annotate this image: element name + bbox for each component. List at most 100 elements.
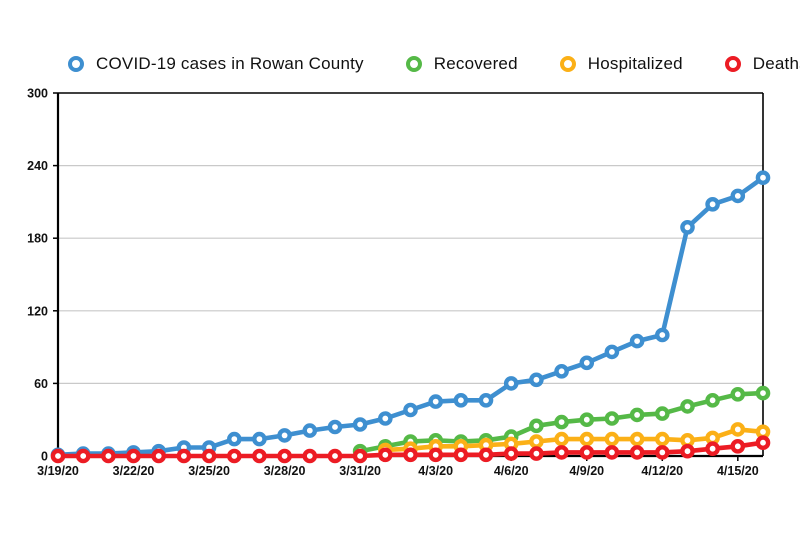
legend-item-hospitalized: Hospitalized <box>559 54 683 74</box>
legend-label: COVID-19 cases in Rowan County <box>96 54 364 73</box>
legend-marker-icon <box>724 56 741 72</box>
data-point <box>554 445 569 460</box>
y-tick-label: 0 <box>41 450 48 464</box>
data-point <box>101 448 116 464</box>
data-point <box>529 434 544 449</box>
data-point <box>226 431 242 447</box>
data-point <box>680 432 695 448</box>
data-point <box>453 447 469 463</box>
data-point <box>655 445 670 460</box>
data-point <box>680 219 695 235</box>
data-point <box>579 412 595 428</box>
x-tick-label: 4/12/20 <box>641 464 683 478</box>
y-tick-label: 240 <box>27 159 48 173</box>
x-tick-label: 4/6/20 <box>494 464 529 478</box>
data-point <box>201 448 217 464</box>
legend-item-deaths: Deaths <box>724 54 800 74</box>
data-point <box>352 417 368 432</box>
data-point <box>226 448 242 464</box>
data-point <box>277 428 292 443</box>
data-point <box>680 399 695 414</box>
data-point <box>554 414 569 430</box>
x-tick-label: 3/25/20 <box>188 464 230 478</box>
data-point <box>755 170 771 185</box>
data-point <box>579 445 595 460</box>
chart-legend: COVID-19 cases in Rowan County Recovered H… <box>68 54 800 74</box>
data-point <box>755 385 771 401</box>
data-point <box>151 448 166 464</box>
data-point <box>730 386 746 402</box>
data-point <box>629 333 645 349</box>
series-line <box>383 427 766 453</box>
data-point <box>176 448 192 464</box>
data-point <box>655 406 670 421</box>
data-point <box>730 188 746 204</box>
data-point <box>579 431 595 447</box>
data-point <box>730 422 746 437</box>
data-point <box>302 423 318 438</box>
legend-marker-icon <box>559 56 576 72</box>
data-point <box>529 372 544 388</box>
legend-label: Deaths <box>752 54 800 73</box>
data-point <box>629 407 645 423</box>
data-point <box>755 435 771 451</box>
x-tick-label: 4/3/20 <box>418 464 453 478</box>
legend-marker-icon <box>68 56 84 72</box>
data-point <box>629 445 645 460</box>
legend-item-recovered: Recovered <box>405 54 518 74</box>
legend-item-cases: COVID-19 cases in Rowan County <box>68 54 364 74</box>
data-point <box>705 196 720 212</box>
legend-label: Hospitalized <box>587 54 683 73</box>
data-point <box>478 447 494 463</box>
data-point <box>503 376 519 391</box>
data-point <box>529 418 544 434</box>
data-point <box>579 355 595 371</box>
data-point <box>478 392 494 408</box>
data-point <box>655 431 670 447</box>
data-point <box>529 446 544 461</box>
data-point <box>377 447 393 463</box>
data-point <box>453 392 469 408</box>
data-point <box>126 448 141 464</box>
data-point <box>327 419 343 435</box>
data-point <box>730 438 746 454</box>
data-point <box>705 392 720 408</box>
data-point <box>629 431 645 447</box>
data-point <box>604 411 620 426</box>
data-point <box>554 431 569 447</box>
data-point <box>755 424 771 440</box>
data-point <box>604 344 620 360</box>
x-tick-label: 3/31/20 <box>339 464 381 478</box>
data-point <box>680 443 695 459</box>
y-tick-label: 180 <box>27 232 48 246</box>
legend-marker-icon <box>405 56 422 72</box>
data-point <box>604 431 620 447</box>
x-tick-label: 3/19/20 <box>37 464 79 478</box>
data-point <box>705 441 720 457</box>
data-point <box>503 446 519 461</box>
y-tick-label: 300 <box>27 87 48 101</box>
x-tick-label: 4/9/20 <box>569 464 604 478</box>
data-point <box>403 402 418 418</box>
data-point <box>75 448 91 464</box>
data-point <box>428 447 444 463</box>
data-point <box>554 363 569 379</box>
legend-label: Recovered <box>433 54 518 73</box>
y-tick-label: 60 <box>34 377 48 391</box>
data-point <box>428 394 444 409</box>
x-tick-label: 4/15/20 <box>717 464 759 478</box>
data-point <box>403 447 418 463</box>
x-tick-label: 3/22/20 <box>113 464 155 478</box>
data-point <box>277 448 292 464</box>
y-tick-label: 120 <box>27 304 48 318</box>
data-point <box>327 448 343 464</box>
data-point <box>252 448 267 464</box>
data-point <box>377 411 393 426</box>
data-point <box>252 431 267 447</box>
data-point <box>655 327 670 343</box>
data-point <box>302 448 318 464</box>
data-point <box>352 448 368 464</box>
x-tick-label: 3/28/20 <box>264 464 306 478</box>
